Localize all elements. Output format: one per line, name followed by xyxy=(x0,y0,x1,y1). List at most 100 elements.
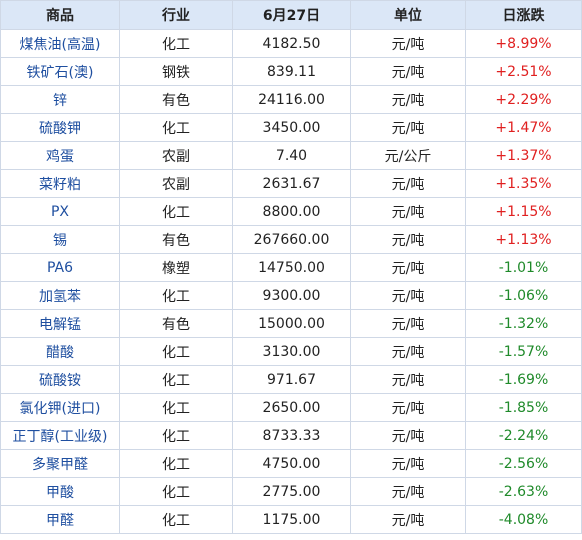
commodity-name-link[interactable]: 硫酸钾 xyxy=(0,113,120,142)
sector-cell: 化工 xyxy=(119,421,233,450)
table-row: 甲醛 化工 1175.00 元/吨 -4.08% xyxy=(0,505,582,534)
daily-change-cell: -2.63% xyxy=(465,477,582,506)
table-row: 甲酸 化工 2775.00 元/吨 -2.63% xyxy=(0,477,582,506)
table-header-row: 商品 行业 6月27日 单位 日涨跌 xyxy=(0,0,582,30)
table-row: 锡有色 267660.00 元/吨 +1.13% xyxy=(0,225,582,254)
sector-cell: 化工 xyxy=(119,393,233,422)
daily-change-cell: -2.24% xyxy=(465,421,582,450)
unit-cell: 元/吨 xyxy=(350,477,466,506)
unit-cell: 元/吨 xyxy=(350,197,466,226)
commodity-name-link[interactable]: 甲醛 xyxy=(0,505,120,534)
commodity-name-link[interactable]: 正丁醇(工业级) xyxy=(0,421,120,450)
unit-cell: 元/吨 xyxy=(350,225,466,254)
sector-cell: 化工 xyxy=(119,29,233,58)
sector-cell: 橡塑 xyxy=(119,253,233,282)
commodity-name-link[interactable]: 煤焦油(高温) xyxy=(0,29,120,58)
price-cell: 4750.00 xyxy=(232,449,351,478)
daily-change-cell: -1.06% xyxy=(465,281,582,310)
sector-cell: 农副 xyxy=(119,169,233,198)
daily-change-cell: +1.47% xyxy=(465,113,582,142)
price-cell: 971.67 xyxy=(232,365,351,394)
unit-cell: 元/吨 xyxy=(350,57,466,86)
price-cell: 24116.00 xyxy=(232,85,351,114)
header-date: 6月27日 xyxy=(232,0,351,30)
sector-cell: 有色 xyxy=(119,309,233,338)
daily-change-cell: +2.51% xyxy=(465,57,582,86)
unit-cell: 元/吨 xyxy=(350,505,466,534)
daily-change-cell: -1.57% xyxy=(465,337,582,366)
commodity-name-link[interactable]: 锌 xyxy=(0,85,120,114)
commodity-name-link[interactable]: 硫酸铵 xyxy=(0,365,120,394)
sector-cell: 农副 xyxy=(119,141,233,170)
table-row: 加氢苯 化工 9300.00 元/吨 -1.06% xyxy=(0,281,582,310)
table-row: 正丁醇(工业级) 化工 8733.33 元/吨 -2.24% xyxy=(0,421,582,450)
unit-cell: 元/吨 xyxy=(350,253,466,282)
commodity-name-link[interactable]: 锡 xyxy=(0,225,120,254)
commodity-name-link[interactable]: PA6 xyxy=(0,253,120,282)
commodity-name-link[interactable]: 醋酸 xyxy=(0,337,120,366)
sector-cell: 钢铁 xyxy=(119,57,233,86)
table-row: 醋酸 化工 3130.00 元/吨 -1.57% xyxy=(0,337,582,366)
unit-cell: 元/吨 xyxy=(350,309,466,338)
header-unit: 单位 xyxy=(350,0,466,30)
price-cell: 15000.00 xyxy=(232,309,351,338)
table-row: 硫酸铵 化工 971.67 元/吨 -1.69% xyxy=(0,365,582,394)
table-row: 电解锰 有色 15000.00 元/吨 -1.32% xyxy=(0,309,582,338)
daily-change-cell: -4.08% xyxy=(465,505,582,534)
daily-change-cell: -1.01% xyxy=(465,253,582,282)
commodity-name-link[interactable]: 氯化钾(进口) xyxy=(0,393,120,422)
commodity-name-link[interactable]: 菜籽粕 xyxy=(0,169,120,198)
table-row: PX 化工 8800.00 元/吨 +1.15% xyxy=(0,197,582,226)
commodity-name-link[interactable]: 多聚甲醛 xyxy=(0,449,120,478)
price-cell: 839.11 xyxy=(232,57,351,86)
price-cell: 267660.00 xyxy=(232,225,351,254)
header-sector: 行业 xyxy=(119,0,233,30)
unit-cell: 元/吨 xyxy=(350,337,466,366)
daily-change-cell: +1.37% xyxy=(465,141,582,170)
unit-cell: 元/公斤 xyxy=(350,141,466,170)
daily-change-cell: +1.15% xyxy=(465,197,582,226)
unit-cell: 元/吨 xyxy=(350,113,466,142)
sector-cell: 化工 xyxy=(119,197,233,226)
daily-change-cell: +1.13% xyxy=(465,225,582,254)
daily-change-cell: +2.29% xyxy=(465,85,582,114)
price-cell: 7.40 xyxy=(232,141,351,170)
daily-change-cell: -1.69% xyxy=(465,365,582,394)
sector-cell: 化工 xyxy=(119,281,233,310)
commodity-name-link[interactable]: 甲酸 xyxy=(0,477,120,506)
commodity-name-link[interactable]: PX xyxy=(0,197,120,226)
commodity-name-link[interactable]: 加氢苯 xyxy=(0,281,120,310)
daily-change-cell: -1.32% xyxy=(465,309,582,338)
sector-cell: 化工 xyxy=(119,505,233,534)
commodity-name-link[interactable]: 鸡蛋 xyxy=(0,141,120,170)
sector-cell: 有色 xyxy=(119,225,233,254)
daily-change-cell: -2.56% xyxy=(465,449,582,478)
price-cell: 2775.00 xyxy=(232,477,351,506)
commodity-name-link[interactable]: 电解锰 xyxy=(0,309,120,338)
table-row: 铁矿石(澳) 钢铁 839.11 元/吨 +2.51% xyxy=(0,57,582,86)
price-cell: 8733.33 xyxy=(232,421,351,450)
sector-cell: 有色 xyxy=(119,85,233,114)
table-row: 鸡蛋 农副 7.40 元/公斤 +1.37% xyxy=(0,141,582,170)
daily-change-cell: +1.35% xyxy=(465,169,582,198)
sector-cell: 化工 xyxy=(119,365,233,394)
table-row: 锌有色 24116.00 元/吨 +2.29% xyxy=(0,85,582,114)
price-cell: 3450.00 xyxy=(232,113,351,142)
sector-cell: 化工 xyxy=(119,337,233,366)
unit-cell: 元/吨 xyxy=(350,169,466,198)
unit-cell: 元/吨 xyxy=(350,421,466,450)
price-cell: 8800.00 xyxy=(232,197,351,226)
daily-change-cell: -1.85% xyxy=(465,393,582,422)
table-row: 煤焦油(高温) 化工 4182.50 元/吨 +8.99% xyxy=(0,29,582,58)
price-cell: 2631.67 xyxy=(232,169,351,198)
sector-cell: 化工 xyxy=(119,477,233,506)
commodity-name-link[interactable]: 铁矿石(澳) xyxy=(0,57,120,86)
unit-cell: 元/吨 xyxy=(350,393,466,422)
table-row: 硫酸钾 化工 3450.00 元/吨 +1.47% xyxy=(0,113,582,142)
daily-change-cell: +8.99% xyxy=(465,29,582,58)
price-cell: 1175.00 xyxy=(232,505,351,534)
unit-cell: 元/吨 xyxy=(350,365,466,394)
table-row: 菜籽粕 农副 2631.67 元/吨 +1.35% xyxy=(0,169,582,198)
table-row: PA6 橡塑 14750.00 元/吨 -1.01% xyxy=(0,253,582,282)
